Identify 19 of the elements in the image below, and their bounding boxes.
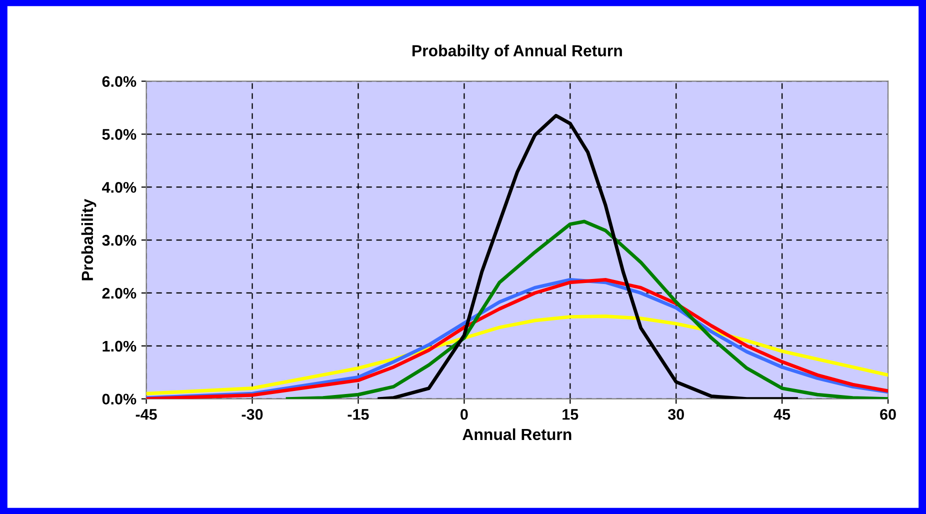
y-tick-label: 5.0% (102, 129, 136, 140)
x-tick-label: 45 (774, 409, 790, 420)
x-tick-label: -15 (348, 409, 369, 420)
x-tick-label: 0 (460, 408, 468, 420)
y-tick-label: 3.0% (102, 234, 136, 246)
x-axis-title: Annual Return (462, 428, 572, 440)
x-tick-label: 15 (562, 409, 578, 420)
y-tick-label: 1.0% (102, 340, 136, 352)
y-axis-title: Probability (81, 198, 96, 280)
y-tick-label: 0.0% (102, 394, 136, 405)
y-tick-label: 4.0% (102, 182, 136, 193)
chart-title: Probabilty of Annual Return (412, 44, 622, 60)
x-tick-label: -45 (136, 409, 157, 420)
x-tick-label: 30 (668, 408, 684, 420)
y-tick-label: 6.0% (102, 76, 136, 87)
x-tick-label: 60 (880, 408, 896, 420)
x-tick-label: -30 (242, 408, 263, 420)
line-series (286, 220, 888, 399)
y-tick-label: 2.0% (102, 288, 136, 299)
